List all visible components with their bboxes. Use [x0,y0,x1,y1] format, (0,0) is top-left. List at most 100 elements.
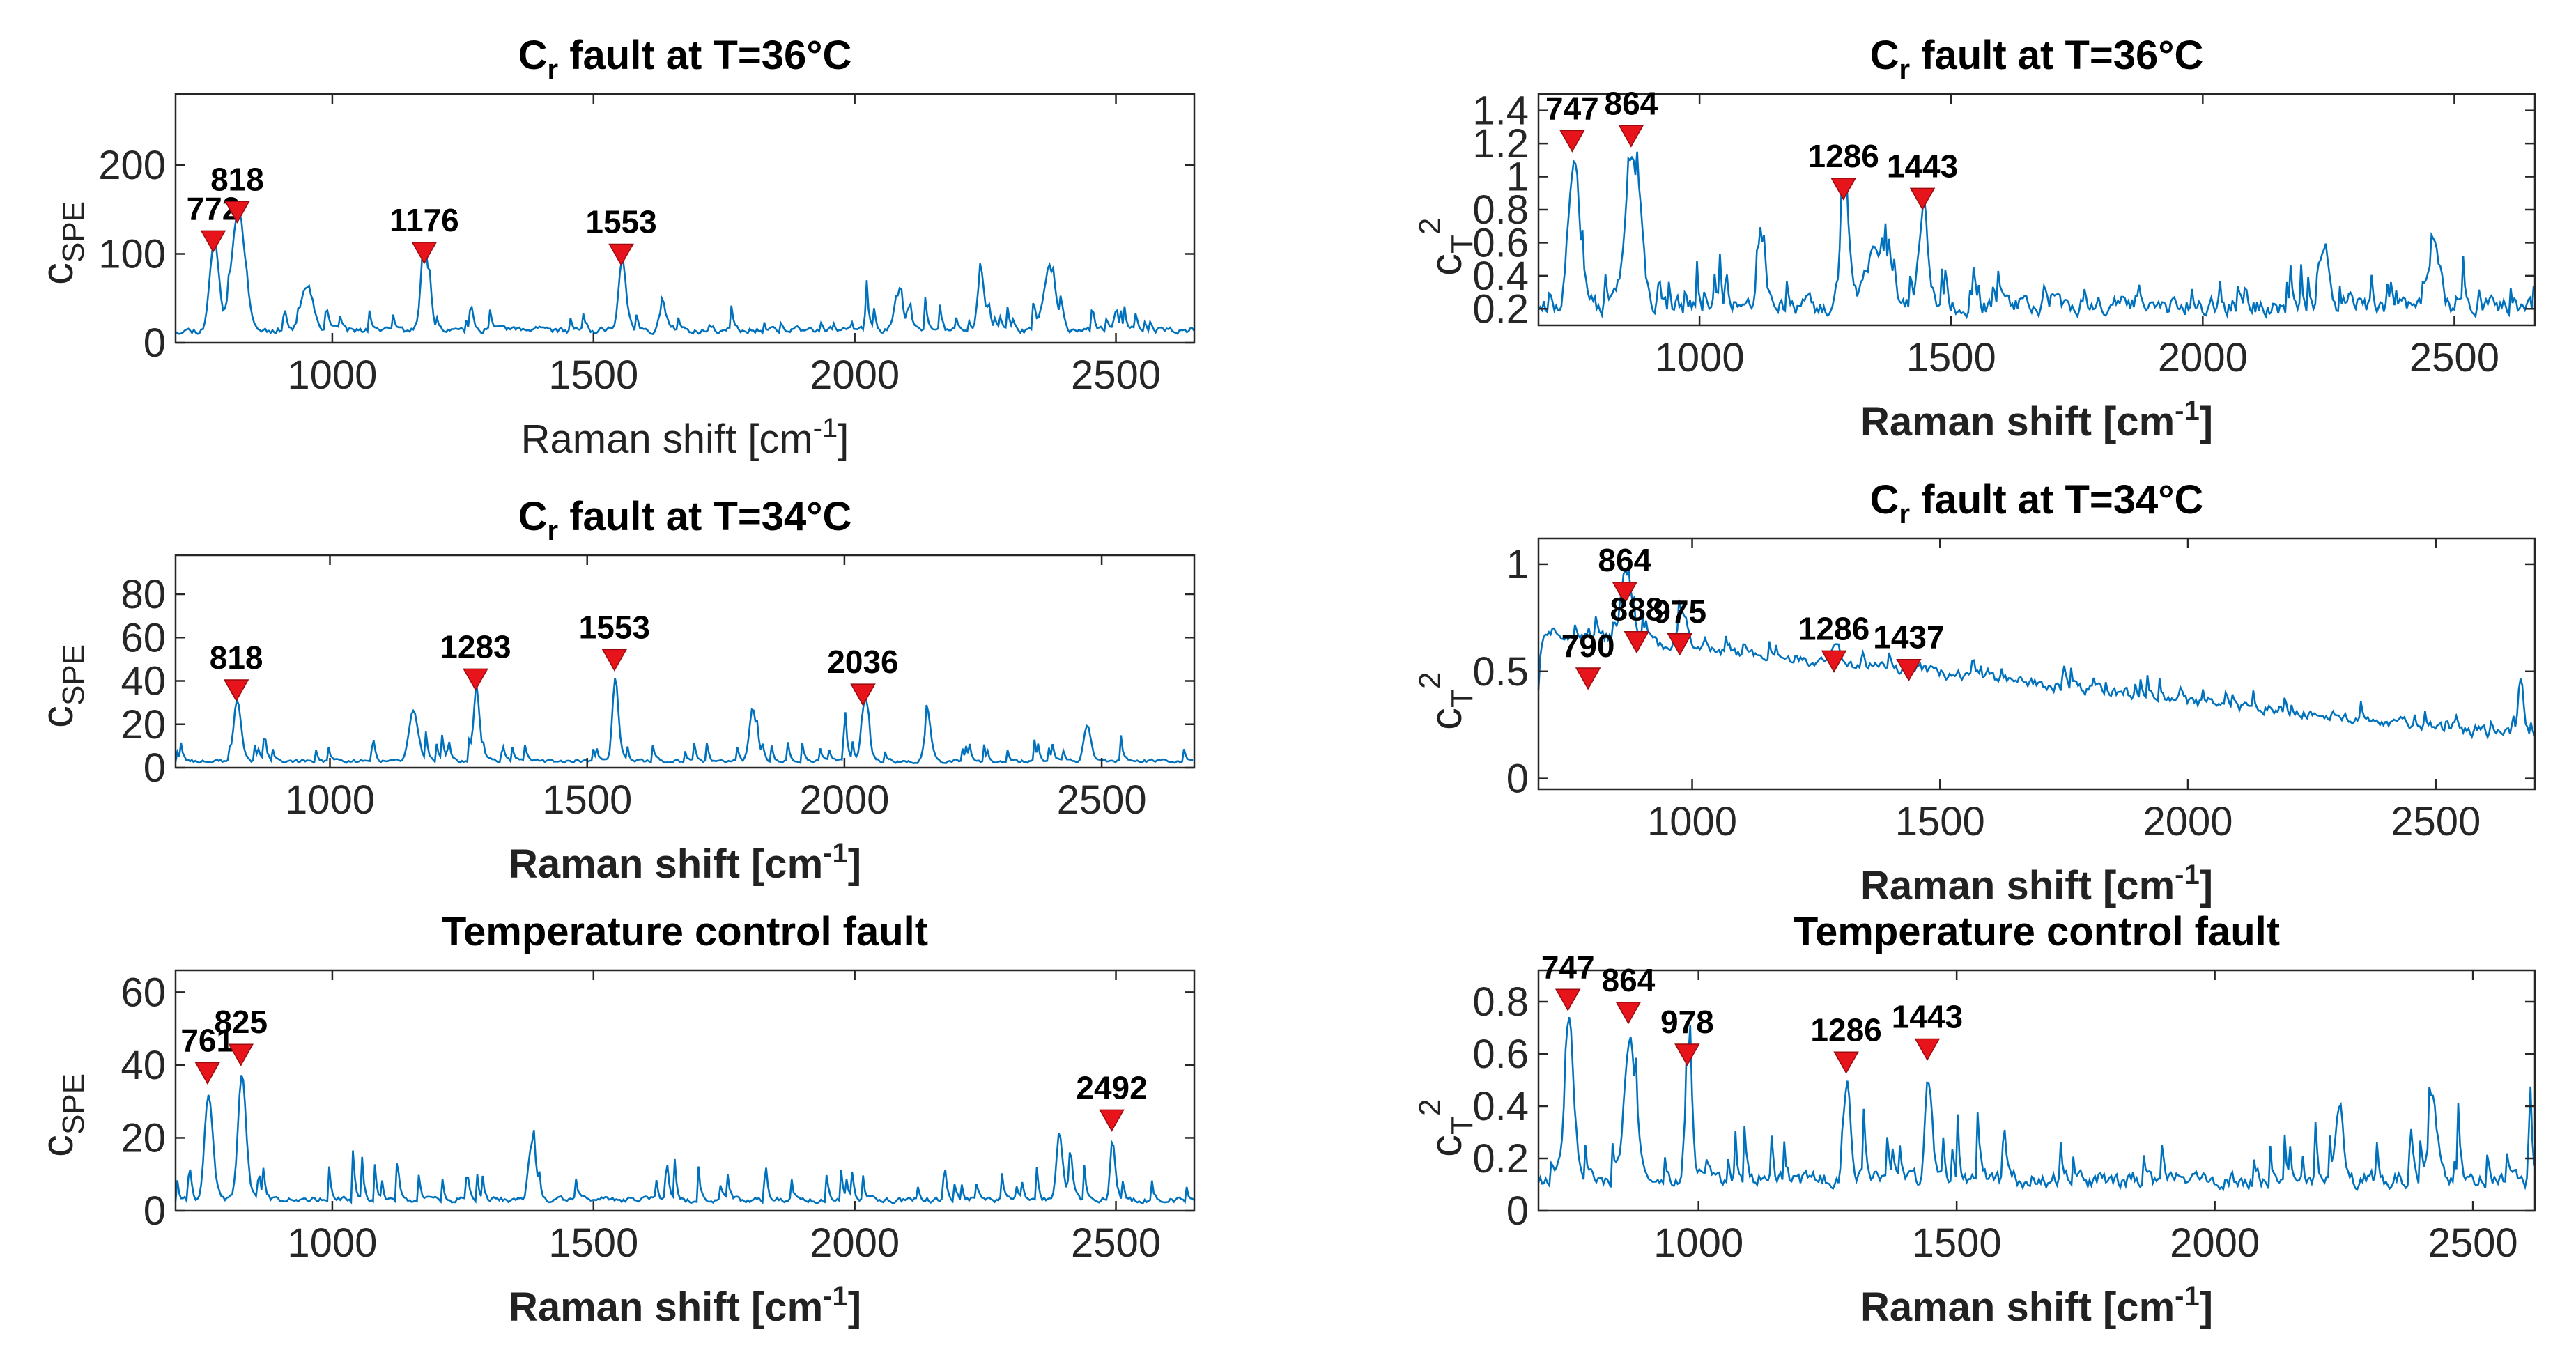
peak-label: 1443 [1887,148,1958,184]
y-tick-label: 0 [144,745,166,791]
y-tick-label: 0.2 [1472,1136,1529,1181]
x-label-text: Raman shift [cm [1860,1285,2175,1330]
panel-title: Cr fault at T=34°C [1538,476,2535,538]
peak-label: 2036 [827,644,898,680]
x-axis-label: Raman shift [cm-1] [1538,851,2535,910]
y-tick-label: 1 [1506,542,1529,587]
y-tick-label: 0.6 [1472,220,1529,265]
panel-title: Cr fault at T=36°C [176,31,1194,94]
peak-marker [1575,667,1601,690]
peak-marker [1618,125,1644,148]
x-tick-label: 2500 [1057,777,1147,823]
x-label-end: ] [847,841,862,887]
y-tick-label: 60 [121,615,166,660]
peak-label: 888 [1610,591,1663,628]
x-axis-label: Raman shift [cm-1] [176,829,1194,889]
peak-marker [1674,1043,1700,1066]
peak-label: 864 [1605,85,1658,121]
series-line [1537,567,2536,740]
peak-label: 818 [210,639,263,676]
peak-label: 2492 [1076,1069,1147,1105]
y-tick-label: 1.4 [1472,88,1529,134]
chart-2: 1000 1500 2000 2500 0.20.40.60.811.21.4 747 86… [1472,85,2536,380]
x-tick-label: 1500 [1895,799,1985,844]
x-label-text: Raman shift [cm [1860,399,2175,444]
peak-label: 864 [1602,962,1656,998]
peak-marker [601,649,628,672]
y-tick-label: 0 [144,1188,166,1234]
y-tick-label: 20 [121,702,166,747]
x-tick-label: 1000 [1655,335,1745,380]
y-axis-label: cT2 [1406,672,1487,730]
series-line [174,1075,1195,1205]
peak-label: 1286 [1798,610,1869,646]
y-axis-label: cT2 [1406,218,1487,276]
title-rest: fault at T=34°C [1910,477,2204,522]
peak-marker [1615,1002,1642,1025]
y-tick-label: 0.6 [1472,1032,1529,1077]
peak-marker [1830,178,1856,201]
x-tick-label: 2500 [1071,1220,1161,1266]
peak-label: 818 [210,161,264,197]
x-axis-label: Raman shift [cm-1] [176,404,1194,464]
x-tick-label: 2000 [799,777,889,823]
peak-marker [1909,187,1936,210]
y-label-superscript: 2 [1413,217,1447,235]
peak-marker [1896,658,1922,682]
y-tick-label: 0 [1506,1188,1529,1234]
peak-marker [411,242,438,265]
title-main: Temperature control fault [1793,909,2281,954]
y-label-main: c [1421,1134,1471,1157]
x-tick-label: 1000 [285,777,375,823]
peak-marker [850,683,876,706]
x-label-superscript: -1 [2175,860,2200,890]
axes-box [1537,93,2536,327]
x-label-end: ] [838,417,849,462]
peak-marker [463,668,488,691]
x-tick-label: 2500 [2391,799,2481,844]
y-tick-label: 20 [121,1115,166,1161]
x-tick-label: 2500 [2409,335,2499,380]
peak-label: 864 [1598,542,1651,578]
x-tick-label: 1500 [1912,1220,2002,1266]
y-axis-label: cSPE [32,644,98,728]
series-line [174,678,1194,765]
y-label-main: c [32,1134,82,1157]
x-label-end: ] [2199,1285,2214,1330]
x-label-end: ] [2199,863,2214,908]
y-tick-label: 200 [98,143,166,188]
y-label-subscript: T [1445,1115,1479,1135]
x-label-superscript: -1 [812,413,838,444]
y-tick-label: 80 [121,572,166,617]
peak-label: 747 [1545,90,1599,126]
peak-marker [1667,633,1693,656]
peak-label: 1176 [390,202,459,238]
y-tick-label: 0 [144,320,166,366]
peak-label: 1283 [440,628,511,665]
peak-marker [608,243,634,267]
series-line [1537,1017,2536,1192]
title-main: Temperature control fault [441,909,929,954]
peak-marker [228,1043,254,1066]
peak-label: 1286 [1807,138,1879,174]
y-tick-label: 0.8 [1472,979,1529,1025]
y-tick-label: 40 [121,659,166,704]
x-tick-label: 1000 [287,1220,377,1266]
peak-label: 1553 [579,609,650,645]
peak-marker [1624,630,1650,654]
peak-marker [1821,650,1847,673]
title-rest: fault at T=34°C [558,494,852,539]
y-label-subscript: T [1445,689,1479,708]
axes-box [174,554,1196,769]
y-tick-label: 0 [1506,757,1529,802]
peak-marker [224,201,250,224]
x-label-end: ] [847,1285,862,1330]
y-label-main: c [32,705,82,728]
y-tick-label: 40 [121,1043,166,1088]
x-label-text: Raman shift [cm [508,1285,824,1330]
x-label-end: ] [2199,399,2214,444]
y-tick-label: 0.2 [1472,286,1529,332]
peak-marker [200,230,226,253]
